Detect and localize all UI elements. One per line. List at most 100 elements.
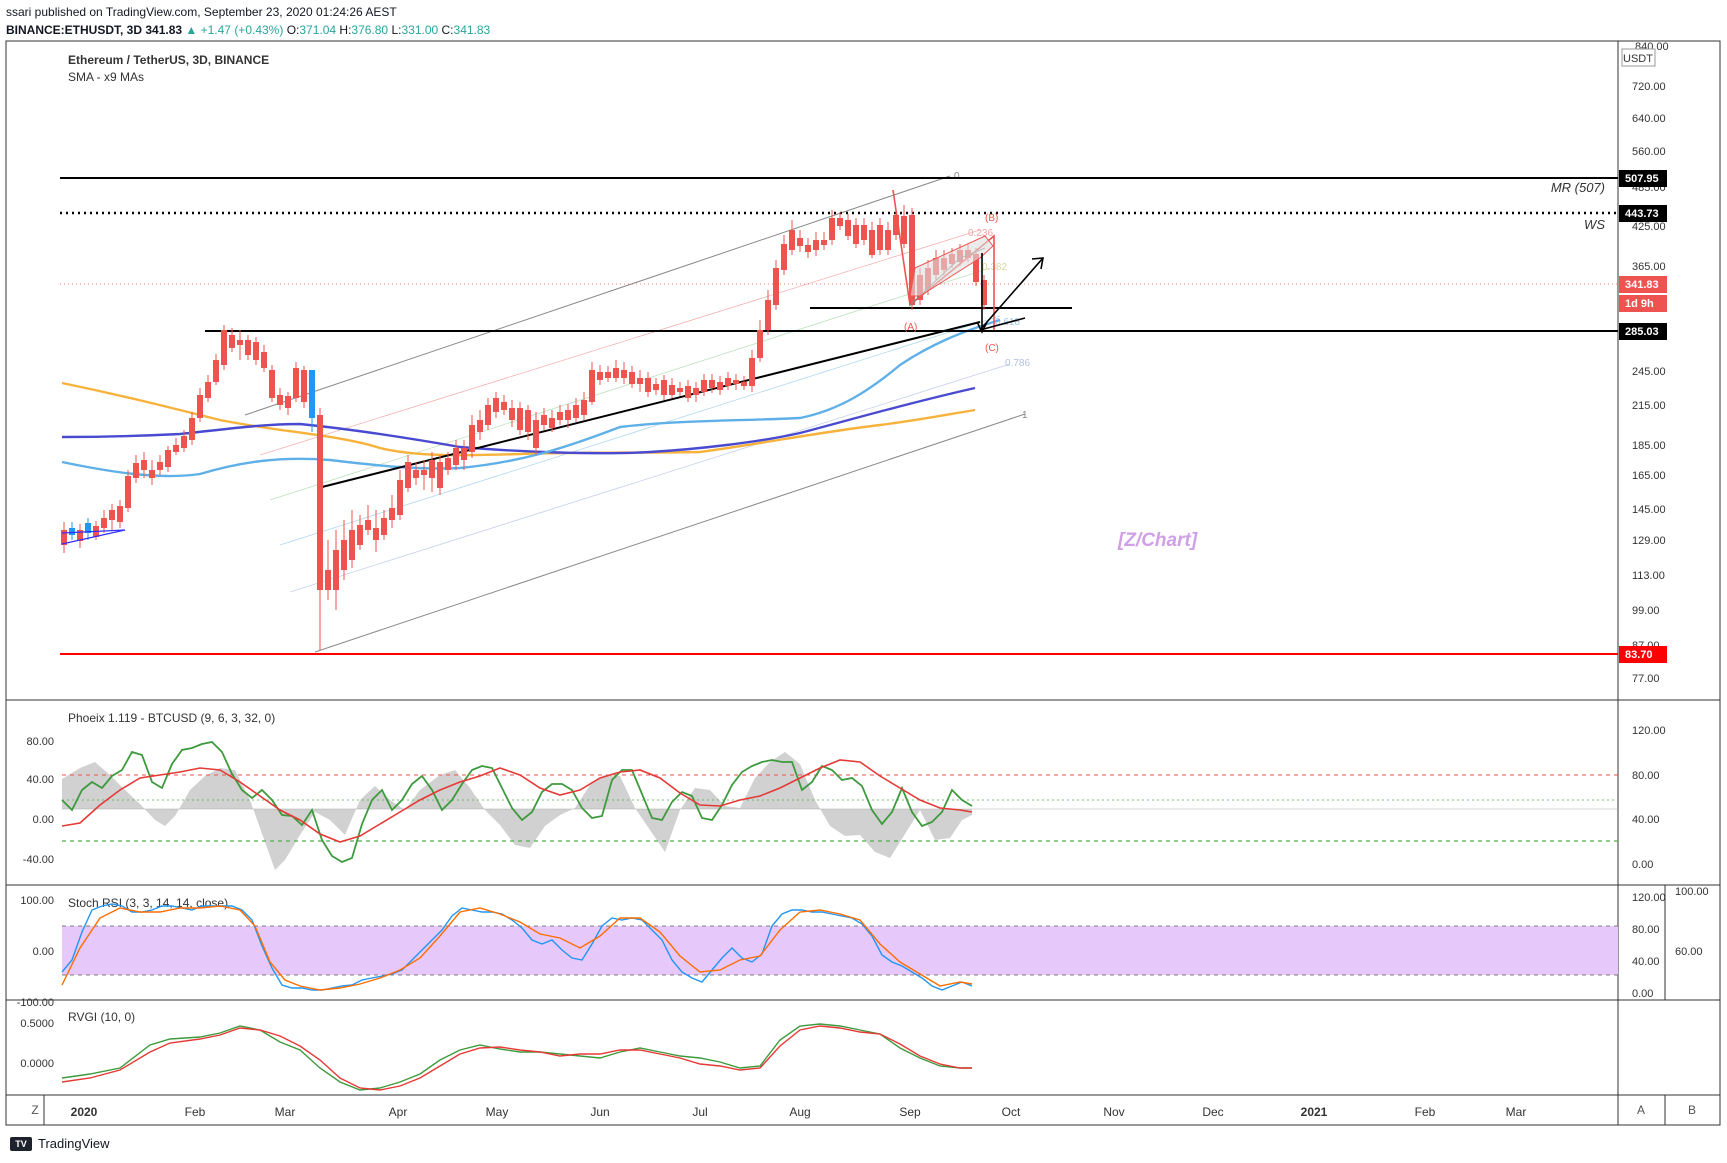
candle-body (669, 385, 675, 395)
price-tag: 285.03 (1619, 323, 1667, 340)
candle-body (85, 523, 91, 533)
low-value: 331.00 (401, 23, 439, 37)
candle-body (173, 445, 179, 452)
fib-label-1: 1 (1022, 410, 1028, 421)
candle-body (693, 388, 699, 395)
candle-body (877, 225, 883, 250)
price-tick-label: 129.00 (1632, 535, 1666, 547)
candle-body (437, 462, 443, 488)
price-tick-label: 425.00 (1632, 221, 1666, 233)
osc-tick-label: 120.00 (1632, 892, 1666, 904)
candle-body (885, 230, 891, 250)
candle-body (605, 372, 611, 378)
candle-body (61, 530, 67, 545)
candle-body (493, 398, 499, 412)
svg-text:1d 9h: 1d 9h (1625, 298, 1654, 310)
candle-body (701, 380, 707, 392)
candle-body (725, 378, 731, 386)
candle-body (117, 506, 123, 522)
svg-text:341.83: 341.83 (1625, 279, 1659, 291)
price-tag: 83.70 (1619, 646, 1667, 663)
candle-body (197, 395, 203, 418)
candle-body (661, 380, 667, 395)
osc-tick-label: -100.00 (17, 997, 54, 1009)
osc-tick-label: 120.00 (1632, 725, 1666, 737)
candle-body (893, 215, 899, 235)
candle-body (357, 525, 363, 545)
time-axis[interactable]: 2020 Feb Mar Apr May Jun Jul Aug Sep Oct Nov Dec 202… (71, 1105, 1527, 1119)
osc-tick-label: 40.00 (26, 774, 54, 786)
sma-dark-line (61, 386, 976, 455)
candle-body (613, 368, 619, 378)
candle-body (405, 462, 411, 488)
wave-label-a: (A) (904, 322, 917, 333)
candle-body (829, 218, 835, 240)
candle-body (293, 368, 299, 398)
candle-body (133, 463, 139, 478)
candle-body (677, 388, 683, 392)
time-tick-label: Aug (789, 1105, 810, 1119)
time-axis-frame (5, 1094, 1721, 1126)
candle-body (501, 402, 507, 410)
open-label: O: (286, 23, 300, 37)
low-label: L: (391, 23, 402, 37)
rvgi-main-line (61, 1025, 972, 1091)
candle-body (349, 530, 355, 560)
b-button[interactable]: B (1688, 1103, 1696, 1117)
fib-label-0236: 0.236 (968, 228, 993, 239)
candle-body (485, 405, 491, 425)
price-tick-label: 215.00 (1632, 400, 1666, 412)
candle-body (845, 220, 851, 236)
candle-body (429, 460, 435, 478)
candle-body (813, 240, 819, 250)
candle-body (397, 480, 403, 515)
candle-body (261, 352, 267, 368)
time-tick-label: Mar (1506, 1105, 1527, 1119)
candle-body (213, 360, 219, 382)
close-value: 341.83 (453, 23, 491, 37)
candle-body (325, 570, 331, 590)
a-button[interactable]: A (1637, 1103, 1645, 1117)
price-axis[interactable]: 840.00 USDT 720.00640.00560.00485.00425.… (1619, 41, 1669, 685)
price-tick-label: 720.00 (1632, 81, 1666, 93)
candle-body (421, 470, 427, 475)
close-label: C: (441, 23, 454, 37)
z-button[interactable]: Z (31, 1103, 38, 1117)
rvgi-signal-line (61, 1023, 972, 1091)
candle-body (757, 330, 763, 358)
osc-tick-label: 0.5000 (20, 1018, 54, 1030)
time-tick-label: Feb (185, 1105, 206, 1119)
candle-body (469, 425, 475, 452)
svg-text:285.03: 285.03 (1625, 326, 1659, 338)
candle-body (269, 370, 275, 398)
candle-body (581, 400, 587, 415)
candle-body (789, 230, 795, 250)
time-tick-label: Nov (1103, 1105, 1124, 1119)
osc-tick-label: 80.00 (1632, 924, 1660, 936)
time-tick-label: 2021 (1301, 1105, 1328, 1119)
candle-body (853, 225, 859, 244)
osc-tick-label: 60.00 (1675, 946, 1703, 958)
candle-body (125, 476, 131, 508)
price-tag: 1d 9h (1619, 295, 1667, 312)
osc-tick-label: 40.00 (1632, 956, 1660, 968)
candle-body (909, 215, 915, 305)
candle-body (589, 370, 595, 402)
open-value: 371.04 (299, 23, 337, 37)
time-tick-label: Apr (389, 1105, 408, 1119)
trendline-support (317, 321, 981, 489)
stoch-d-line (61, 905, 973, 991)
candle-body (629, 372, 635, 384)
candle-body (525, 410, 531, 432)
fib-label-0: 0 (954, 171, 960, 182)
candle-body (317, 415, 323, 590)
symbol-ohlc-bar: BINANCE:ETHUSDT, 3D 341.83 ▲ +1.47 (+0.4… (6, 23, 490, 37)
candle-body (445, 458, 451, 470)
osc-tick-label: 0.00 (33, 946, 54, 958)
candle-body (573, 405, 579, 418)
candle-body (621, 370, 627, 378)
candle-body (749, 358, 755, 386)
candle-body (157, 462, 163, 470)
candle-body (309, 370, 315, 418)
